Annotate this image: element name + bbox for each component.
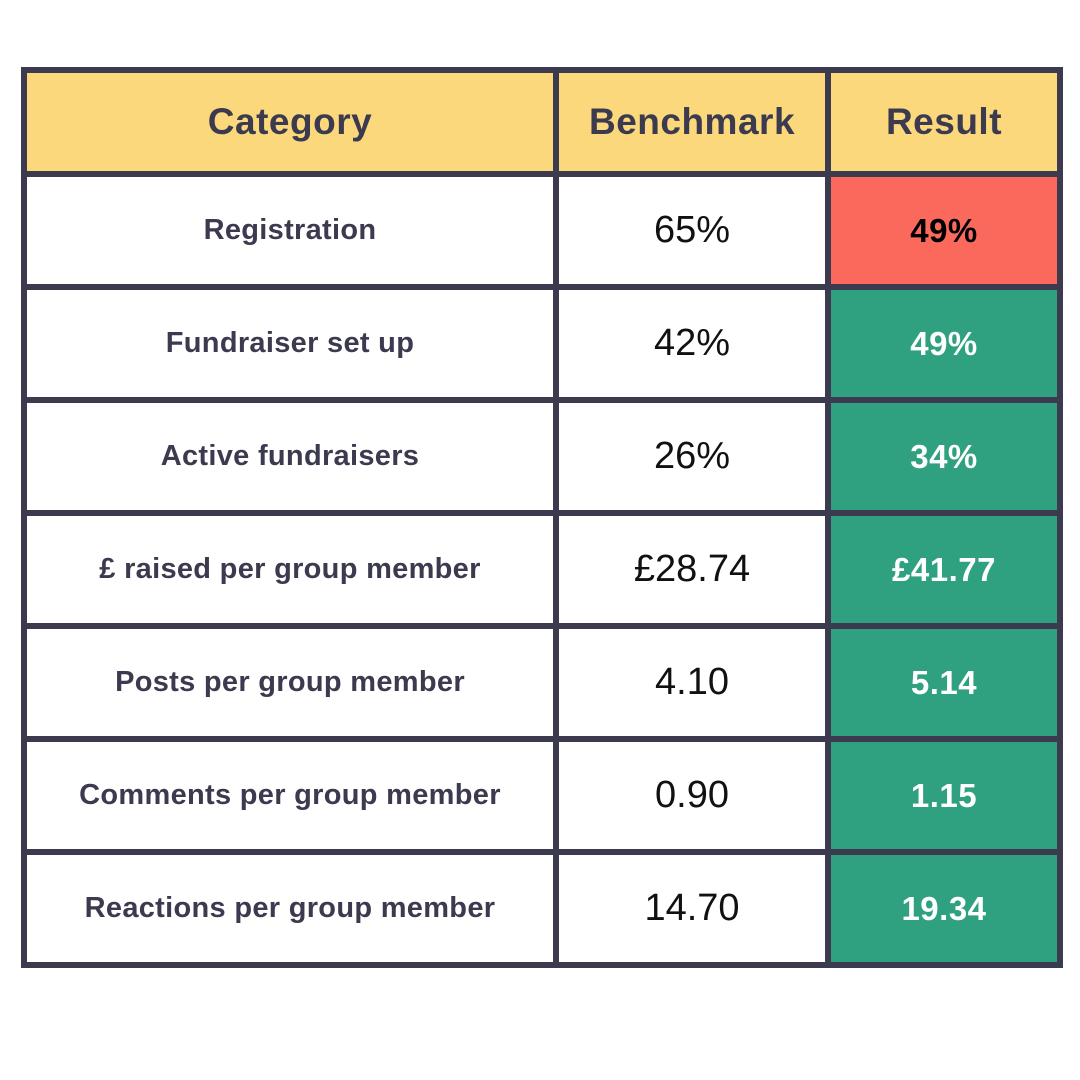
column-header-category: Category	[21, 67, 559, 177]
table-row: Comments per group member 0.90 1.15	[21, 736, 1063, 855]
category-cell: Posts per group member	[21, 623, 559, 742]
result-cell: 5.14	[825, 623, 1063, 742]
benchmark-cell: 14.70	[553, 849, 831, 968]
category-cell: Comments per group member	[21, 736, 559, 855]
table-row: Posts per group member 4.10 5.14	[21, 623, 1063, 742]
benchmark-cell: 4.10	[553, 623, 831, 742]
table-row: Registration 65% 49%	[21, 171, 1063, 290]
category-cell: Reactions per group member	[21, 849, 559, 968]
header-row: Category Benchmark Result	[21, 67, 1063, 177]
benchmark-results-table: Category Benchmark Result Registration 6…	[21, 67, 1063, 968]
table-row: Fundraiser set up 42% 49%	[21, 284, 1063, 403]
category-cell: Fundraiser set up	[21, 284, 559, 403]
result-cell: 1.15	[825, 736, 1063, 855]
benchmark-cell: 0.90	[553, 736, 831, 855]
category-cell: Registration	[21, 171, 559, 290]
table-row: Active fundraisers 26% 34%	[21, 397, 1063, 516]
result-cell: 34%	[825, 397, 1063, 516]
benchmark-cell: 65%	[553, 171, 831, 290]
column-header-benchmark: Benchmark	[553, 67, 831, 177]
column-header-result: Result	[825, 67, 1063, 177]
table-row: Reactions per group member 14.70 19.34	[21, 849, 1063, 968]
result-cell: £41.77	[825, 510, 1063, 629]
result-cell: 49%	[825, 171, 1063, 290]
category-cell: Active fundraisers	[21, 397, 559, 516]
benchmark-cell: 42%	[553, 284, 831, 403]
category-cell: £ raised per group member	[21, 510, 559, 629]
benchmark-cell: 26%	[553, 397, 831, 516]
benchmark-cell: £28.74	[553, 510, 831, 629]
result-cell: 19.34	[825, 849, 1063, 968]
table-row: £ raised per group member £28.74 £41.77	[21, 510, 1063, 629]
result-cell: 49%	[825, 284, 1063, 403]
